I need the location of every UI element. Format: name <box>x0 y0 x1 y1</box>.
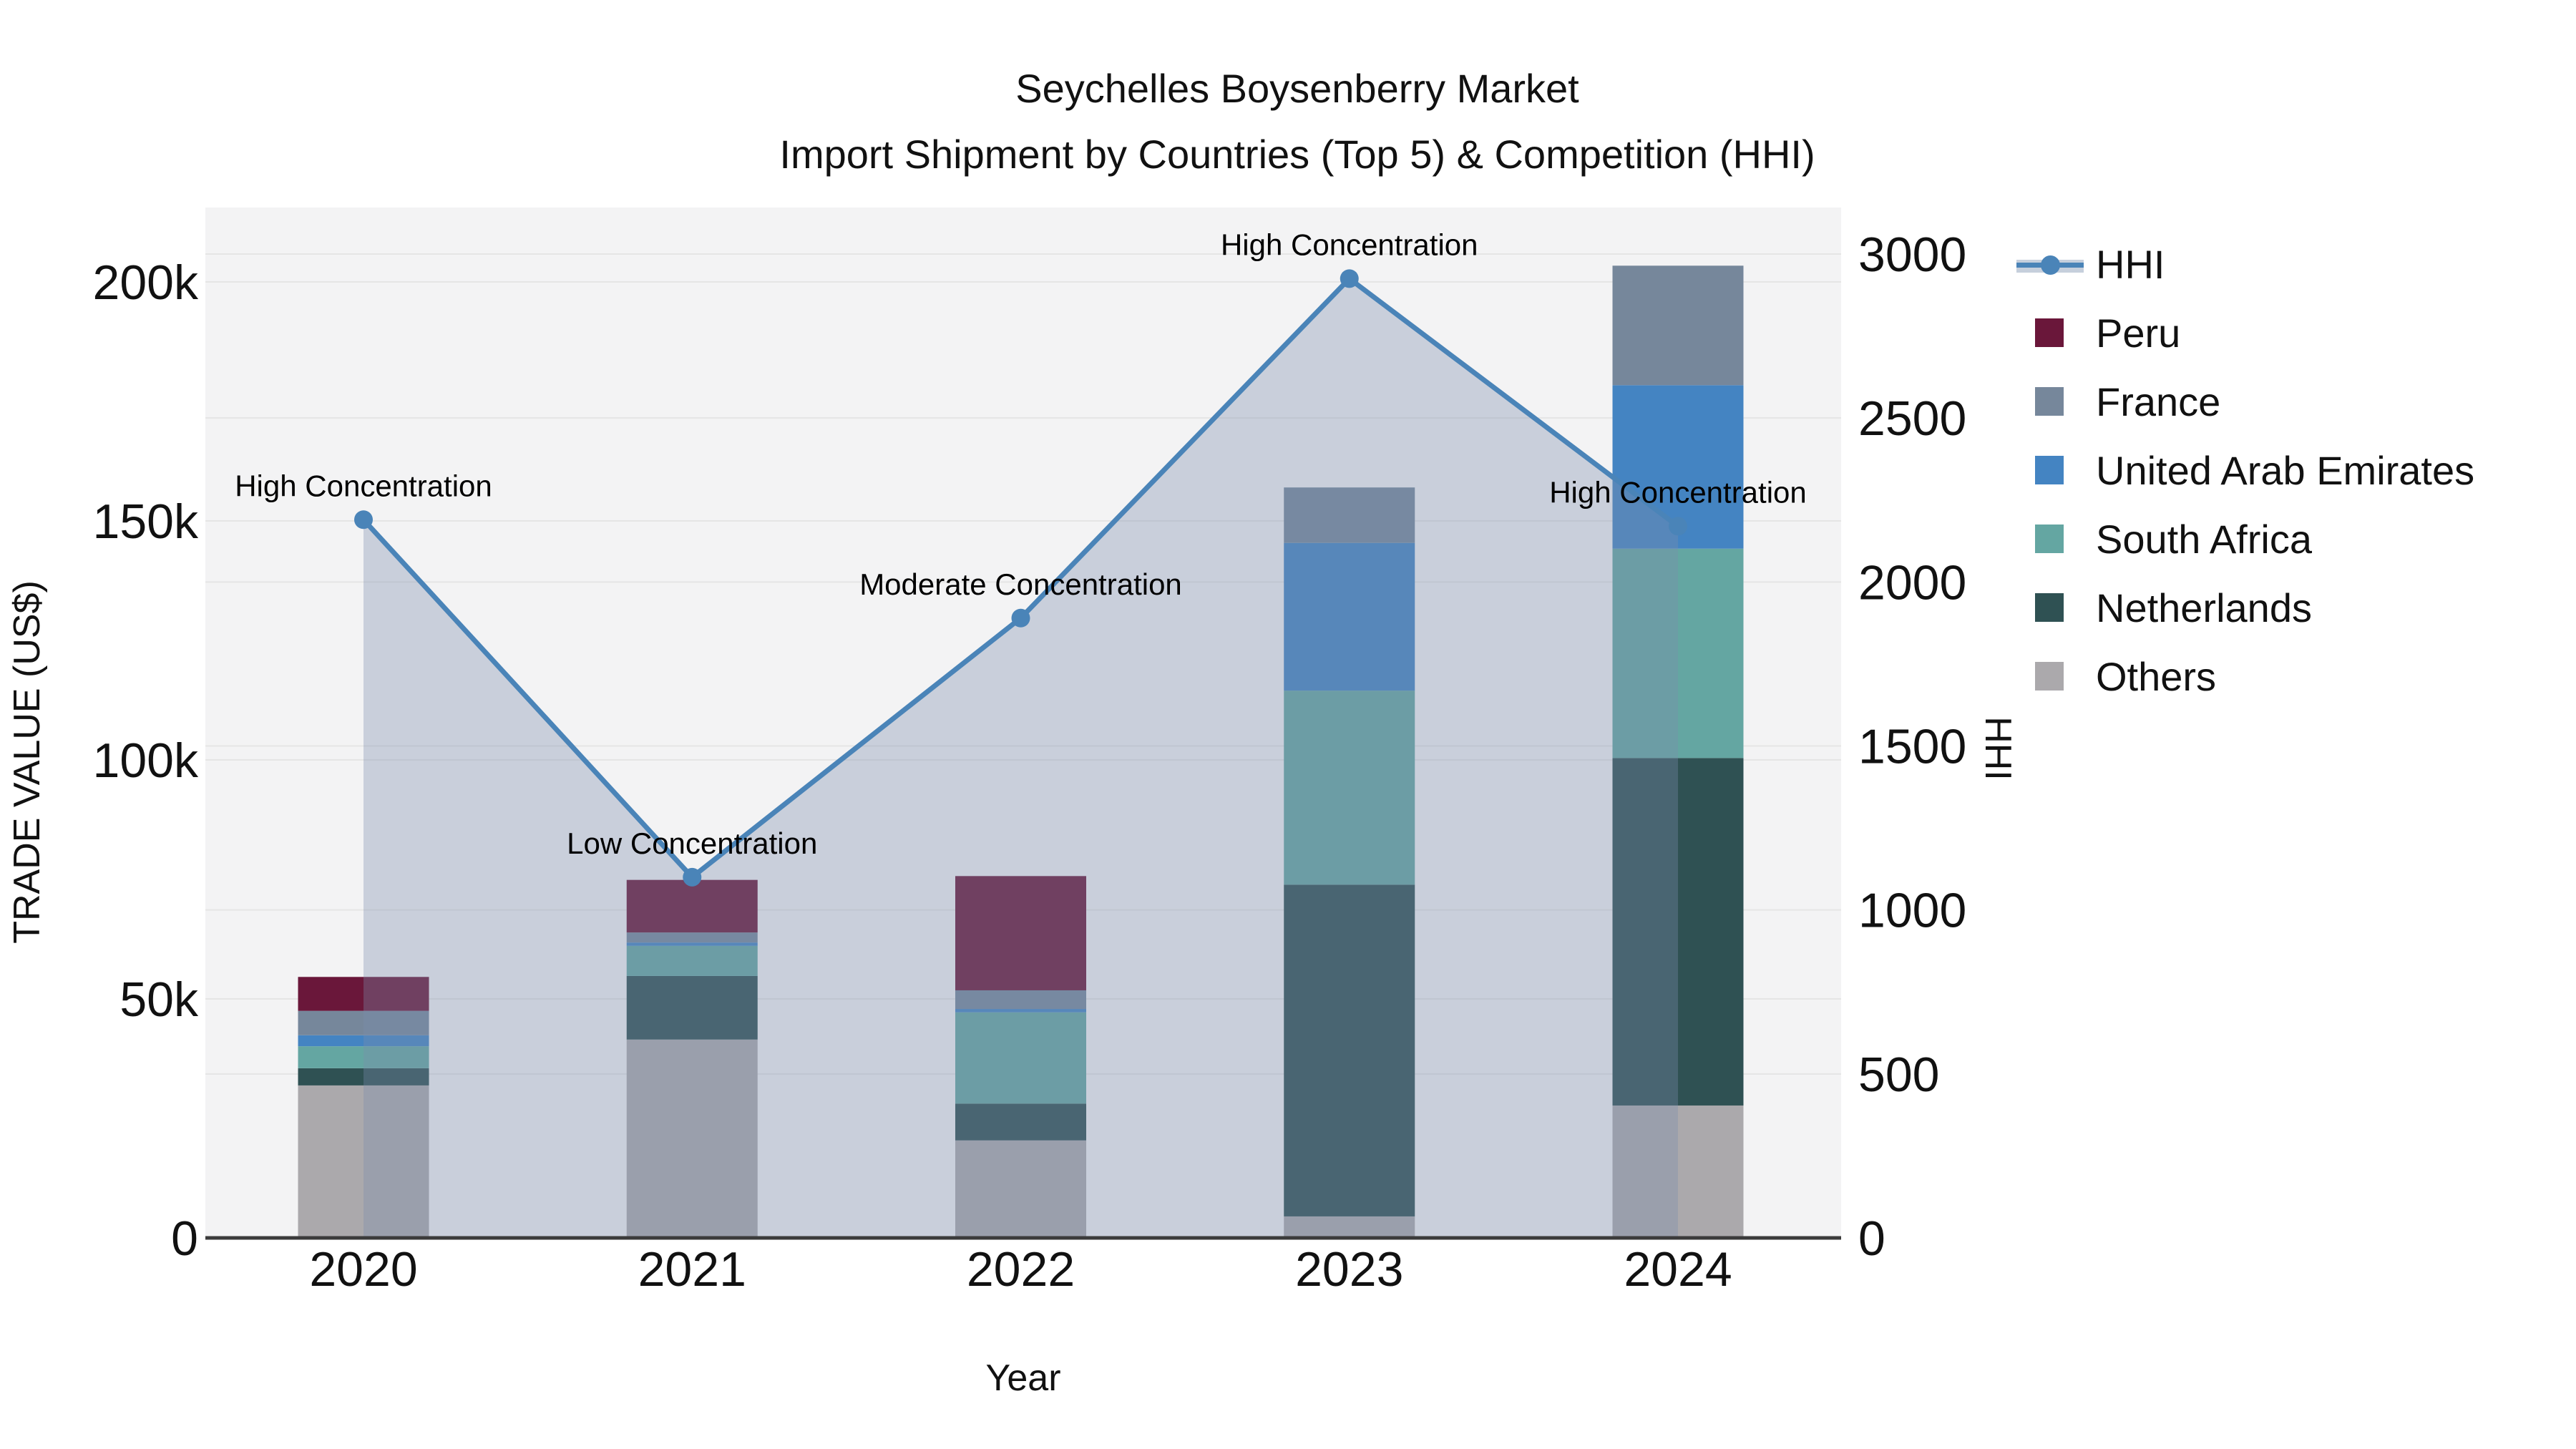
bar-segment-2024-netherlands <box>1612 758 1744 1106</box>
x-axis-title: Year <box>985 1357 1061 1399</box>
annotation-2023: High Concentration <box>1221 228 1478 261</box>
y-left-tick-50k: 50k <box>119 972 199 1027</box>
hhi-marker-2021 <box>683 867 702 887</box>
legend-label-united-arab-emirates: United Arab Emirates <box>2096 447 2475 493</box>
x-tick-2022: 2022 <box>967 1242 1075 1297</box>
hhi-area-fill <box>364 278 1678 1238</box>
annotation-2024: High Concentration <box>1549 475 1807 509</box>
chart-title-line1: Seychelles Boysenberry Market <box>1015 66 1579 111</box>
bar-segment-2020-others <box>298 1085 429 1238</box>
legend-swatch-peru <box>2035 318 2064 347</box>
annotation-2020: High Concentration <box>235 469 492 502</box>
bar-segment-2020-peru <box>298 977 429 1011</box>
y-axis-title-right: HHI <box>1977 716 2019 781</box>
hhi-line-swatch-icon <box>2016 250 2084 278</box>
bar-segment-2023-france <box>1284 487 1415 543</box>
bar-segment-2020-south-africa <box>298 1046 429 1068</box>
bar-segment-2020-united-arab-emirates <box>298 1035 429 1047</box>
bar-segment-2023-netherlands <box>1284 884 1415 1216</box>
bar-segment-2021-united-arab-emirates <box>626 942 758 946</box>
bar-segment-2021-france <box>626 932 758 943</box>
y-right-tick-2000: 2000 <box>1858 555 1966 610</box>
y-right-tick-0: 0 <box>1858 1211 1885 1266</box>
bar-segment-2022-others <box>955 1140 1086 1238</box>
bar-segment-2024-south-africa <box>1612 548 1744 758</box>
legend-item-south-africa: South Africa <box>2016 504 2474 573</box>
legend-swatch-united-arab-emirates <box>2035 456 2064 484</box>
legend-swatch-others <box>2035 662 2064 691</box>
bar-segment-2024-others <box>1612 1105 1744 1238</box>
x-tick-2023: 2023 <box>1295 1242 1403 1297</box>
legend-swatch-france <box>2035 387 2064 416</box>
hhi-marker-2024 <box>1669 517 1687 536</box>
legend: HHI Peru France United Arab Emirates South A… <box>2016 230 2474 711</box>
bar-segment-2022-united-arab-emirates <box>955 1009 1086 1013</box>
annotation-2021: Low Concentration <box>567 826 817 860</box>
y-left-tick-200k: 200k <box>93 255 199 310</box>
annotation-2022: Moderate Concentration <box>859 567 1182 601</box>
bar-segment-2021-south-africa <box>626 945 758 976</box>
legend-item-united-arab-emirates: United Arab Emirates <box>2016 436 2474 504</box>
bar-segment-2021-others <box>626 1039 758 1238</box>
bar-segment-2020-netherlands <box>298 1068 429 1085</box>
y-right-tick-3000: 3000 <box>1858 228 1966 282</box>
bar-segment-2022-france <box>955 990 1086 1010</box>
legend-item-netherlands: Netherlands <box>2016 573 2474 642</box>
hhi-marker-2023 <box>1340 269 1359 288</box>
y-left-tick-100k: 100k <box>93 733 199 788</box>
bar-segment-2022-south-africa <box>955 1012 1086 1104</box>
y-right-tick-1500: 1500 <box>1858 720 1966 774</box>
y-left-tick-150k: 150k <box>93 494 199 549</box>
hhi-marker-glyph <box>2041 255 2060 275</box>
bar-segment-2022-peru <box>955 876 1086 990</box>
y-right-tick-2500: 2500 <box>1858 391 1966 446</box>
bar-segment-2021-peru <box>626 879 758 933</box>
bar-segment-2021-netherlands <box>626 975 758 1040</box>
legend-label-peru: Peru <box>2096 310 2181 356</box>
bar-segment-2022-netherlands <box>955 1103 1086 1141</box>
legend-label-south-africa: South Africa <box>2096 516 2312 562</box>
x-tick-2024: 2024 <box>1624 1242 1732 1297</box>
legend-label-france: France <box>2096 379 2221 424</box>
bar-segment-2024-france <box>1612 265 1744 386</box>
legend-item-hhi: HHI <box>2016 230 2474 298</box>
legend-swatch-netherlands <box>2035 593 2064 622</box>
legend-label-netherlands: Netherlands <box>2096 585 2312 630</box>
hhi-marker-2020 <box>354 510 373 530</box>
bar-segment-2023-south-africa <box>1284 691 1415 885</box>
legend-swatch-south-africa <box>2035 525 2064 553</box>
y-right-tick-500: 500 <box>1858 1048 1939 1102</box>
y-right-tick-1000: 1000 <box>1858 884 1966 938</box>
legend-item-france: France <box>2016 367 2474 436</box>
bar-segment-2023-united-arab-emirates <box>1284 542 1415 691</box>
chart-title-line2: Import Shipment by Countries (Top 5) & C… <box>779 132 1815 177</box>
bar-segment-2020-france <box>298 1010 429 1035</box>
legend-item-others: Others <box>2016 642 2474 711</box>
chart-title: Seychelles Boysenberry Market Import Shi… <box>779 56 1815 187</box>
y-axis-title-left: TRADE VALUE (US$) <box>6 580 48 944</box>
x-tick-2020: 2020 <box>309 1242 417 1297</box>
legend-item-peru: Peru <box>2016 298 2474 367</box>
x-tick-2021: 2021 <box>638 1242 746 1297</box>
bar-segment-2023-others <box>1284 1216 1415 1238</box>
hhi-marker-2022 <box>1011 608 1030 628</box>
y-left-tick-0: 0 <box>171 1211 198 1266</box>
legend-label-others: Others <box>2096 653 2217 699</box>
legend-label-hhi: HHI <box>2096 241 2165 287</box>
